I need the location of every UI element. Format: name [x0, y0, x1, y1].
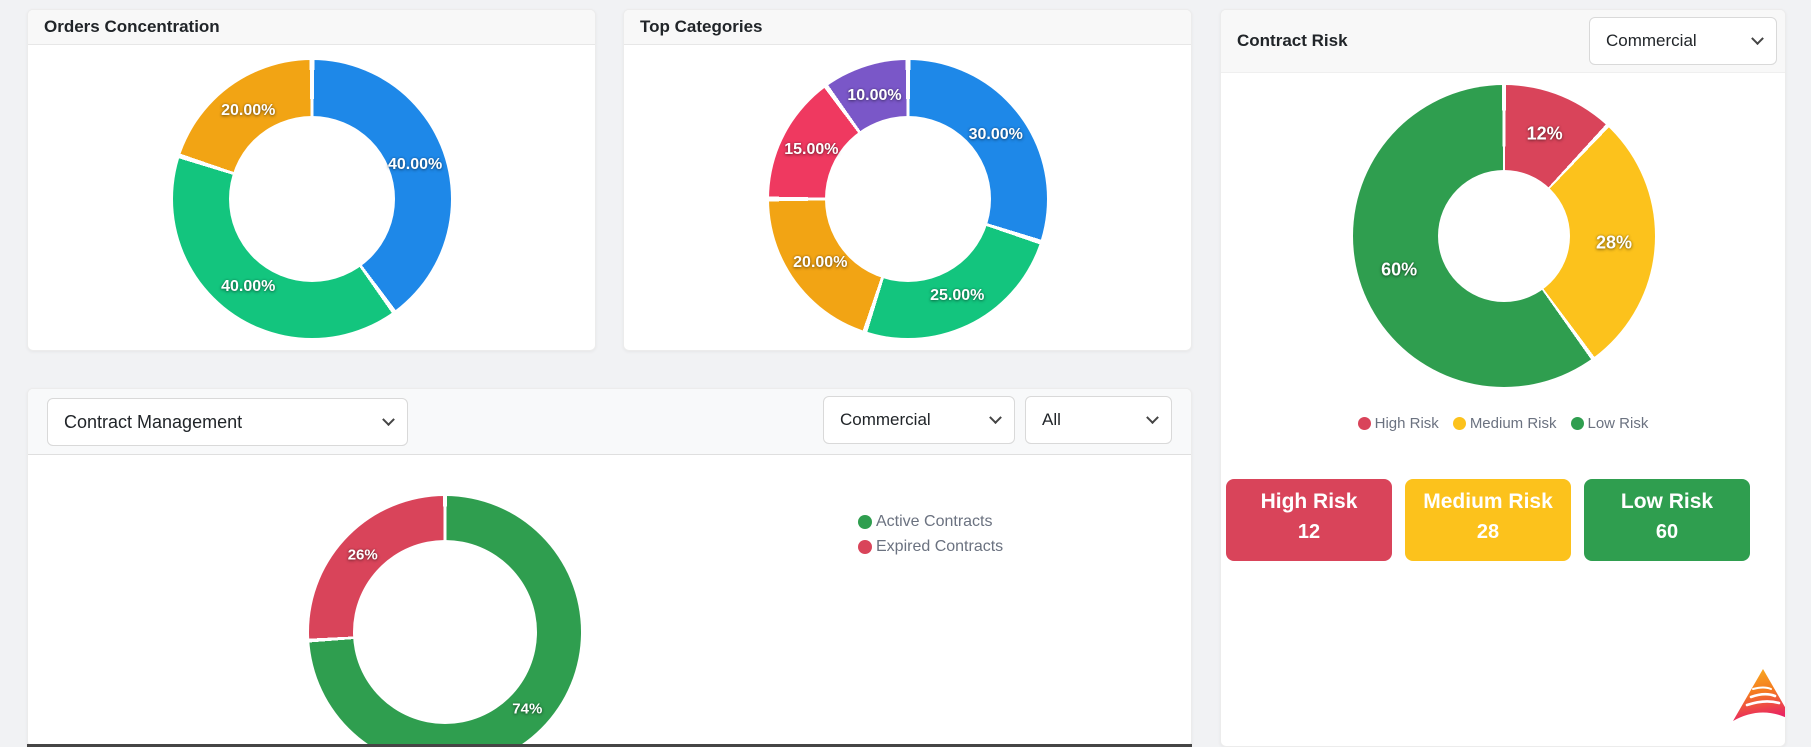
panel-header: Top Categories — [624, 10, 1191, 45]
medium-risk-card[interactable]: Medium Risk 28 — [1405, 479, 1571, 561]
legend-dot-icon — [858, 540, 872, 554]
slice-label: 20.00% — [221, 102, 276, 120]
legend-item: Active Contracts — [858, 513, 1003, 531]
contract-risk-legend: High Risk Medium Risk Low Risk — [1221, 415, 1785, 432]
panel-title: Orders Concentration — [44, 17, 220, 36]
contract-risk-donut-chart[interactable]: 12% 28% 60% — [1353, 85, 1655, 387]
legend-label: Low Risk — [1587, 415, 1649, 432]
card-value: 28 — [1476, 521, 1500, 543]
contract-management-donut-chart[interactable]: 74% 26% — [309, 496, 581, 746]
legend-dot-icon — [1452, 417, 1466, 430]
legend-dot-icon — [1357, 417, 1371, 430]
legend-item: Medium Risk — [1452, 415, 1557, 432]
slice-label: 40.00% — [387, 156, 443, 174]
chevron-down-icon — [382, 412, 395, 426]
panel-title: Contract Risk — [1237, 31, 1348, 50]
card-label: Low Risk — [1620, 490, 1714, 513]
chevron-down-icon — [1751, 31, 1764, 45]
panel-header: Contract Risk Commercial — [1221, 10, 1785, 73]
slice-label: 74% — [512, 700, 543, 718]
slice-label: 20.00% — [793, 253, 848, 271]
card-value: 12 — [1297, 521, 1321, 543]
select-value: Commercial — [1606, 31, 1697, 50]
legend-label: Medium Risk — [1469, 415, 1557, 432]
legend-item: High Risk — [1357, 415, 1439, 432]
slice-label: 15.00% — [784, 140, 839, 158]
legend-label: Active Contracts — [876, 513, 993, 530]
legend-dot-icon — [1570, 417, 1584, 430]
slice-label: 40.00% — [221, 277, 276, 295]
orders-concentration-panel: Orders Concentration 40.00% 40.00% 20.00% — [27, 9, 596, 351]
orders-concentration-donut-chart[interactable]: 40.00% 40.00% 20.00% — [173, 60, 451, 338]
filter-bar: Contract Management Commercial All — [28, 389, 1191, 455]
risk-summary-cards: High Risk 12 Medium Risk 28 Low Risk 60 — [1226, 479, 1750, 561]
select-value: All — [1042, 410, 1061, 429]
donut-hole — [1437, 169, 1571, 303]
donut-hole — [352, 539, 538, 725]
horizontal-scrollbar[interactable] — [27, 744, 1192, 747]
donut-hole — [228, 115, 396, 283]
contract-risk-panel: Contract Risk Commercial 12% 28% 60% High … — [1220, 9, 1786, 747]
slice-label: 10.00% — [847, 86, 902, 104]
top-categories-panel: Top Categories 30.00% 25.00% 20.00% 15.00% 1… — [623, 9, 1192, 351]
module-select[interactable]: Contract Management — [47, 398, 408, 446]
card-value: 60 — [1655, 521, 1679, 543]
select-value: Commercial — [840, 410, 931, 429]
select-value: Contract Management — [64, 411, 243, 432]
donut-hole — [824, 115, 992, 283]
slice-label: 28% — [1595, 232, 1633, 253]
slice-label: 12% — [1526, 123, 1563, 143]
slice-label: 30.00% — [968, 126, 1023, 144]
slice-label: 60% — [1381, 259, 1418, 280]
top-categories-donut-chart[interactable]: 30.00% 25.00% 20.00% 15.00% 10.00% — [769, 60, 1047, 338]
legend-item: Expired Contracts — [858, 538, 1003, 556]
legend-label: Expired Contracts — [876, 538, 1004, 555]
panel-header: Orders Concentration — [28, 10, 595, 45]
company-triangle-logo — [1733, 669, 1785, 721]
legend-label: High Risk — [1374, 415, 1439, 432]
chevron-down-icon — [1146, 410, 1159, 424]
card-label: Medium Risk — [1423, 490, 1553, 513]
panel-title: Top Categories — [640, 17, 763, 36]
legend-dot-icon — [858, 515, 872, 529]
contract-management-panel: Contract Management Commercial All 74% 26… — [27, 388, 1192, 747]
status-select[interactable]: All — [1025, 396, 1172, 444]
legend-item: Low Risk — [1570, 415, 1649, 432]
contract-management-legend: Active Contracts Expired Contracts — [858, 513, 1003, 556]
contract-type-select[interactable]: Commercial — [823, 396, 1015, 444]
chevron-down-icon — [989, 410, 1002, 424]
high-risk-card[interactable]: High Risk 12 — [1226, 479, 1392, 561]
card-label: High Risk — [1260, 490, 1358, 513]
contract-risk-type-select[interactable]: Commercial — [1589, 17, 1777, 65]
slice-label: 25.00% — [930, 286, 985, 304]
low-risk-card[interactable]: Low Risk 60 — [1584, 479, 1750, 561]
slice-label: 26% — [347, 546, 378, 564]
